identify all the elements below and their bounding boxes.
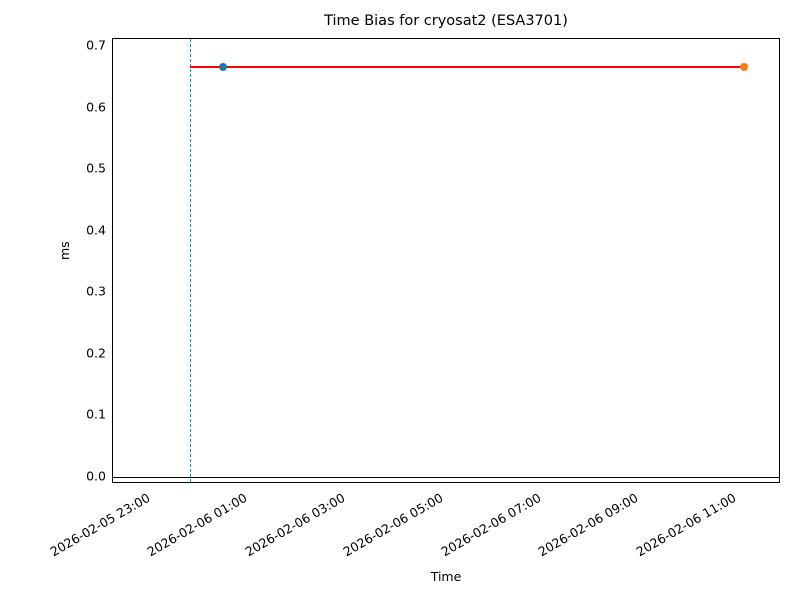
y-tick-label: 0.6	[86, 99, 106, 115]
x-tick-label: 2026-02-06 01:00	[144, 490, 250, 560]
end-point-marker	[740, 62, 749, 71]
x-tick-label: 2026-02-06 03:00	[242, 490, 348, 560]
plot-area	[113, 39, 779, 482]
x-tick-label: 2026-02-06 11:00	[633, 490, 739, 560]
start-point-marker	[218, 62, 227, 71]
time-bias-line	[190, 65, 745, 68]
x-tick-label: 2026-02-06 05:00	[340, 490, 446, 560]
y-tick-label: 0.4	[86, 222, 106, 238]
y-tick-label: 0.5	[86, 160, 106, 176]
epoch-marker-line	[190, 39, 192, 482]
x-axis-label: Time	[430, 569, 462, 584]
x-tick-label: 2026-02-06 09:00	[535, 490, 641, 560]
y-tick-label: 0.3	[86, 283, 106, 299]
y-tick-label: 0.2	[86, 345, 106, 361]
plot-axes	[112, 38, 780, 483]
y-tick-label: 0.0	[86, 468, 106, 484]
chart-title: Time Bias for cryosat2 (ESA3701)	[324, 13, 568, 29]
y-tick-label: 0.7	[86, 37, 106, 53]
y-axis-label: ms	[57, 241, 72, 260]
zero-baseline-line	[113, 476, 779, 478]
y-tick-label: 0.1	[86, 406, 106, 422]
